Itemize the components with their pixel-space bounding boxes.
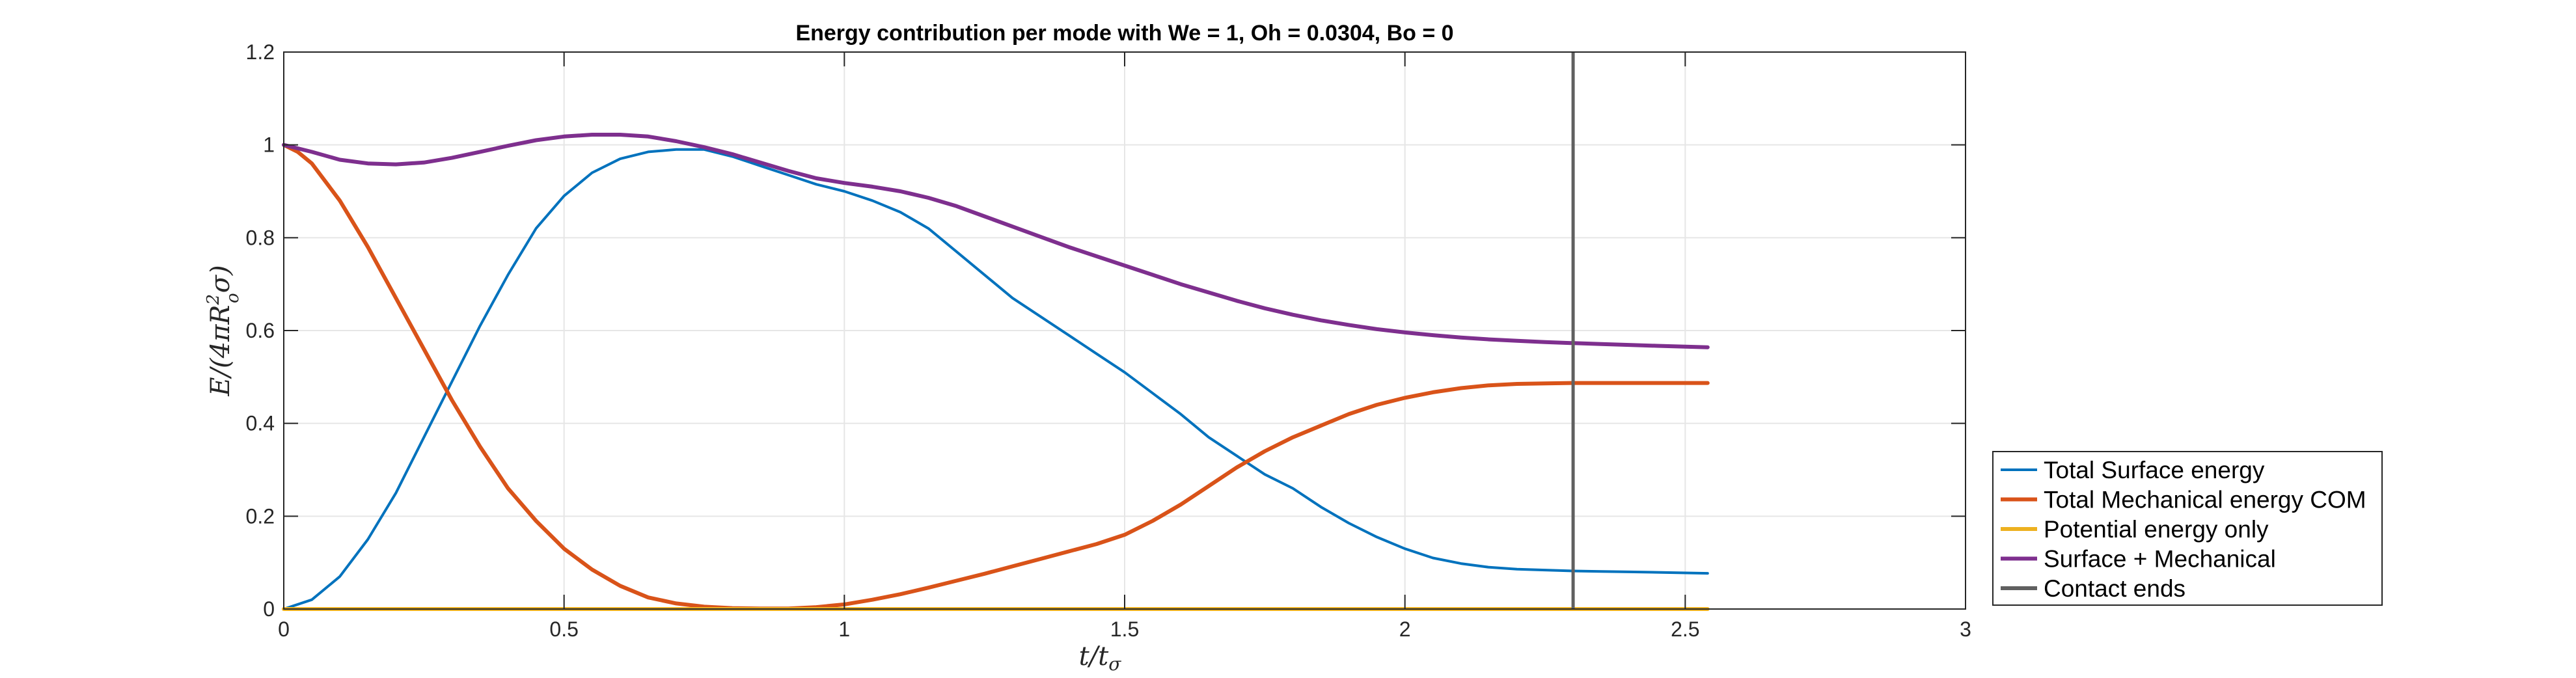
series-line-total-surface-energy — [282, 148, 1709, 610]
x-tick-label: 1 — [838, 617, 850, 641]
y-axis-label-sup: 2 — [204, 294, 223, 306]
x-axis-label-sub: σ — [1108, 653, 1121, 675]
plot-area: 0 0.5 1 1.5 2 2.5 3 0 0.2 0.4 0.6 0.8 1 1.2 — [246, 40, 1971, 641]
y-tick-label: 0 — [263, 597, 275, 621]
x-tick-label: 1.5 — [1110, 617, 1139, 641]
y-axis-label-tail: σ) — [206, 265, 236, 293]
ticks: 0 0.5 1 1.5 2 2.5 3 0 0.2 0.4 0.6 0.8 1 1.2 — [246, 40, 1971, 641]
x-tick-label: 2.5 — [1671, 617, 1699, 641]
y-tick-label: 0.2 — [246, 504, 275, 528]
legend: Total Surface energy Total Mechanical ene… — [1992, 451, 2383, 606]
y-axis-label-main: E/(4πR — [206, 305, 236, 396]
y-tick-label: 0.8 — [246, 226, 275, 249]
x-tick-label: 3 — [1960, 617, 1971, 641]
legend-box — [1992, 451, 2383, 606]
x-tick-label: 0 — [278, 617, 290, 641]
x-tick-label: 0.5 — [549, 617, 578, 641]
legend-label: Total Mechanical energy COM — [2044, 487, 2366, 513]
legend-label: Contact ends — [2044, 575, 2185, 602]
chart-title: Energy contribution per mode with We = 1… — [795, 21, 1453, 46]
y-axis-label-sub: o — [223, 293, 243, 303]
y-tick-label: 1 — [263, 133, 275, 157]
legend-label: Total Surface energy — [2044, 457, 2265, 483]
y-axis-label: E/(4πR2oσ) — [204, 265, 243, 396]
series-line-total-mechanical-energy-com — [282, 142, 1710, 611]
y-tick-label: 0.4 — [246, 412, 275, 435]
x-axis-label: t/tσ — [1079, 642, 1122, 675]
x-axis-label-main: t/t — [1079, 642, 1110, 671]
series-line-surface-mechanical — [282, 133, 1710, 349]
y-tick-label: 1.2 — [246, 40, 275, 64]
y-tick-label: 0.6 — [246, 319, 275, 342]
legend-label: Potential energy only — [2044, 516, 2269, 543]
x-tick-label: 2 — [1399, 617, 1411, 641]
legend-label: Surface + Mechanical — [2044, 546, 2276, 573]
